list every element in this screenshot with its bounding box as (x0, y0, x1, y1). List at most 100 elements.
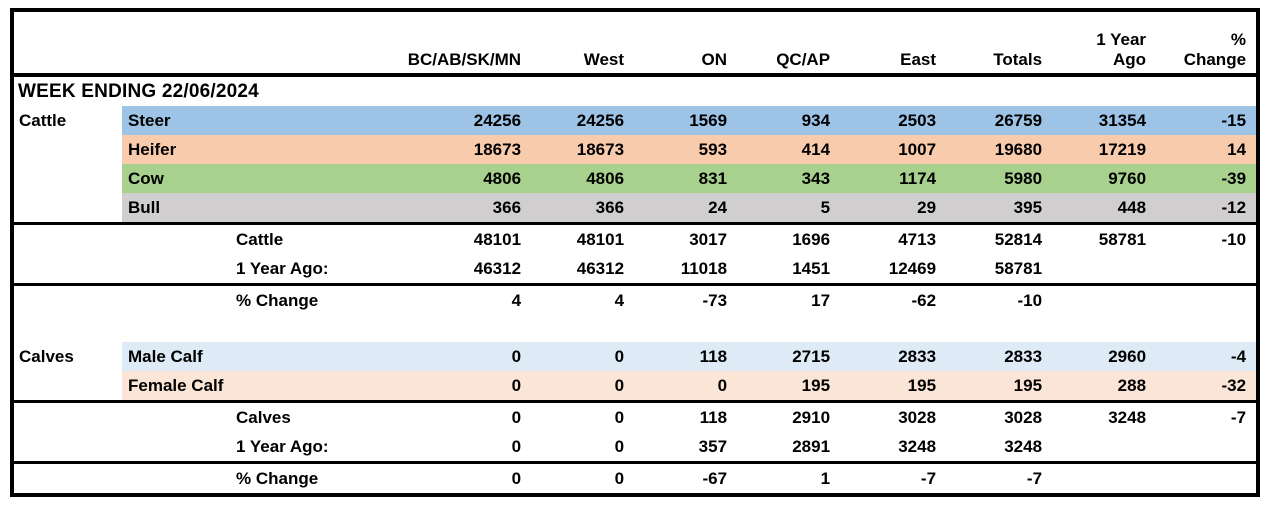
value-cell: 2910 (792, 407, 831, 427)
row-label: 1 Year Ago: (234, 432, 385, 464)
category-spacer (12, 164, 122, 193)
value-cell (1156, 463, 1258, 496)
value-cell: -10 (1017, 290, 1043, 310)
row-female-calf: Female Calf 0 0 0 195 195 195 288 -32 (12, 371, 1259, 403)
row-label: % Change (236, 290, 319, 310)
sub-spacer (122, 224, 234, 255)
category-spacer (12, 463, 122, 496)
value-cell: 2960 (1052, 342, 1157, 371)
value-cell: 0 (384, 342, 532, 371)
spacer-row (12, 315, 1258, 342)
col-header-line2: Change (1183, 49, 1247, 69)
value-cell: 19680 (946, 135, 1053, 164)
col-header-line1: 1 Year (1096, 29, 1147, 49)
value-cell: 0 (614, 407, 625, 427)
value-cell: 0 (531, 342, 635, 371)
row-label: Calves (236, 407, 291, 427)
value-cell (1052, 254, 1157, 286)
row-label: Cattle (236, 229, 284, 249)
value-cell: 1 (820, 468, 831, 488)
col-header-line2: Ago (1112, 49, 1147, 69)
value-cell: 366 (531, 193, 635, 225)
value-cell (1052, 285, 1156, 316)
category-spacer (12, 285, 122, 316)
col-header-bc-ab-sk-mn: BC/AB/SK/MN (384, 10, 532, 77)
cattle-pct-change-row: % Change 4 4 -73 17 -62 -10 (12, 285, 1258, 316)
value-cell: 12469 (840, 254, 947, 286)
value-cell: 0 (531, 371, 635, 403)
row-label: 1 Year Ago: (234, 254, 385, 286)
value-cell: -4 (1156, 342, 1259, 371)
col-header-line2: QC/AP (776, 49, 831, 69)
row-label: Bull (122, 193, 385, 225)
value-cell: 2503 (840, 106, 947, 135)
value-cell: -10 (1221, 229, 1247, 249)
livestock-report-table: BC/AB/SK/MN West ON QC/AP East (10, 8, 1261, 497)
row-label: % Change (236, 468, 319, 488)
value-cell: 1007 (840, 135, 947, 164)
value-cell: 2833 (946, 342, 1053, 371)
value-cell: 31354 (1052, 106, 1157, 135)
value-cell: 5980 (946, 164, 1053, 193)
header-spacer-cell (12, 10, 385, 77)
value-cell: 934 (737, 106, 841, 135)
value-cell: 195 (737, 371, 841, 403)
calves-total-row: Calves 0 0 118 2910 3028 3028 3248 -7 (12, 402, 1258, 433)
col-header-west: West (531, 10, 635, 77)
col-header-line2: ON (701, 49, 728, 69)
col-header-line2: East (900, 49, 937, 69)
value-cell: 3028 (1004, 407, 1043, 427)
value-cell: -67 (702, 468, 728, 488)
value-cell: 195 (946, 371, 1053, 403)
value-cell: 58781 (1098, 229, 1147, 249)
value-cell: 17219 (1052, 135, 1157, 164)
value-cell: 4713 (898, 229, 937, 249)
value-cell: 48101 (473, 229, 522, 249)
row-steer: Cattle Steer 24256 24256 1569 934 2503 2… (12, 106, 1259, 135)
col-header-line1: % (1230, 29, 1247, 49)
sub-spacer (122, 254, 234, 286)
value-cell: 2715 (737, 342, 841, 371)
col-header-on: ON (634, 10, 738, 77)
header-row: BC/AB/SK/MN West ON QC/AP East (12, 10, 1259, 77)
value-cell: 3017 (689, 229, 728, 249)
category-cattle-label: Cattle (19, 110, 67, 130)
category-spacer (12, 135, 122, 164)
row-cow: Cow 4806 4806 831 343 1174 5980 9760 -39 (12, 164, 1259, 193)
value-cell: 11018 (634, 254, 738, 286)
value-cell: 357 (634, 432, 738, 464)
value-cell: 29 (840, 193, 947, 225)
category-spacer (12, 432, 122, 464)
value-cell: 14 (1156, 135, 1259, 164)
cattle-year-ago-row: 1 Year Ago: 46312 46312 11018 1451 12469… (12, 254, 1259, 286)
value-cell: 1696 (792, 229, 831, 249)
value-cell: 0 (531, 432, 635, 464)
value-cell: 46312 (531, 254, 635, 286)
value-cell: 366 (384, 193, 532, 225)
value-cell: 17 (811, 290, 831, 310)
cattle-total-row: Cattle 48101 48101 3017 1696 4713 52814 … (12, 224, 1258, 255)
value-cell: 195 (840, 371, 947, 403)
row-label: Heifer (122, 135, 385, 164)
value-cell: -32 (1156, 371, 1259, 403)
category-spacer (12, 402, 122, 433)
value-cell: 1451 (737, 254, 841, 286)
value-cell: -39 (1156, 164, 1259, 193)
value-cell: -12 (1156, 193, 1259, 225)
col-header-east: East (840, 10, 947, 77)
value-cell: 18673 (531, 135, 635, 164)
col-header-totals: Totals (946, 10, 1053, 77)
value-cell: 4806 (384, 164, 532, 193)
value-cell: -15 (1156, 106, 1259, 135)
value-cell: 0 (384, 371, 532, 403)
sub-spacer (122, 285, 234, 316)
row-label: Steer (122, 106, 385, 135)
value-cell (1052, 432, 1157, 464)
category-calves-label: Calves (19, 346, 74, 366)
spacer-cell (12, 315, 1258, 342)
sub-spacer (122, 463, 234, 496)
value-cell: 3248 (1108, 407, 1147, 427)
value-cell: 118 (634, 342, 738, 371)
value-cell: 48101 (576, 229, 625, 249)
value-cell: 4806 (531, 164, 635, 193)
